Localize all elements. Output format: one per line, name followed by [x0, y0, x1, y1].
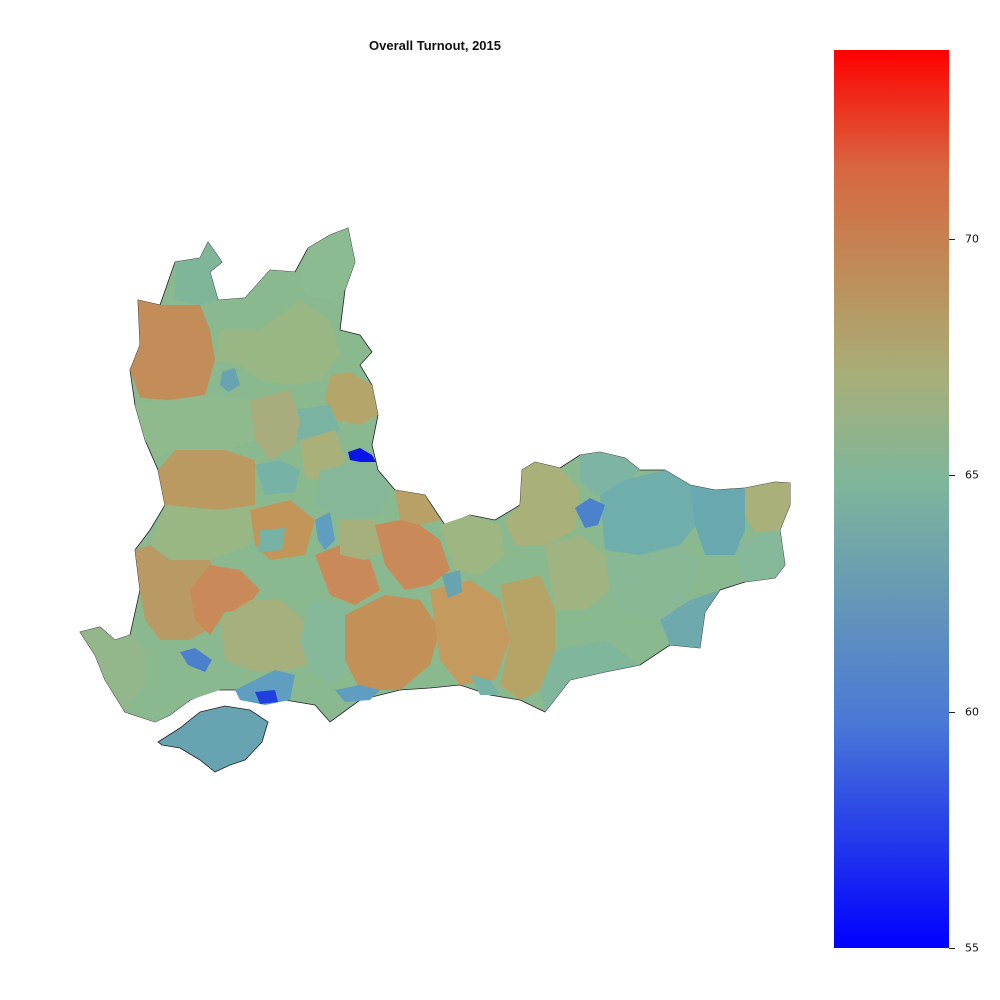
colorbar-tick: [949, 239, 955, 241]
colorbar-tick: [949, 711, 955, 713]
constituency-region: [150, 505, 255, 560]
constituency-region: [315, 460, 390, 520]
constituency-region: [500, 575, 555, 700]
constituency-region: [470, 675, 500, 695]
constituency-region: [190, 565, 260, 635]
constituency-region: [175, 242, 222, 305]
isle-of-wight: [157, 705, 269, 773]
map-title: Overall Turnout, 2015: [369, 38, 501, 53]
constituency-region: [605, 545, 700, 620]
constituency-region: [220, 368, 240, 392]
constituency-region: [215, 300, 340, 385]
colorbar-tick: [949, 475, 955, 477]
constituency-region: [690, 485, 745, 555]
constituency-region: [255, 690, 278, 704]
constituency-region: [210, 270, 300, 330]
constituency-region: [395, 490, 440, 525]
constituency-region: [158, 450, 255, 512]
constituency-region: [340, 520, 385, 560]
constituency-region: [375, 518, 450, 590]
constituency-region: [335, 685, 380, 702]
constituency-region: [315, 545, 380, 605]
colorbar-tick-label: 65: [965, 468, 979, 482]
constituency-patches: [80, 228, 790, 722]
constituency-region: [505, 462, 580, 545]
constituency-region: [575, 498, 605, 528]
constituency-region: [315, 512, 335, 550]
constituency-region: [430, 580, 510, 685]
constituency-region: [540, 640, 640, 712]
constituency-region: [345, 595, 440, 690]
constituency-region: [80, 627, 145, 712]
constituency-region: [255, 460, 300, 495]
colorbar-tick-label: 70: [965, 232, 979, 246]
constituency-region: [600, 470, 700, 555]
constituency-region: [442, 570, 462, 598]
constituency-region: [440, 515, 505, 575]
constituency-region: [745, 482, 790, 532]
colorbar: [834, 50, 949, 948]
constituency-region: [660, 590, 720, 648]
constituency-region: [300, 228, 355, 300]
constituency-region: [735, 530, 785, 582]
constituency-region: [348, 448, 376, 462]
colorbar-tick-label: 55: [965, 941, 979, 955]
constituency-region: [250, 390, 300, 460]
constituency-region: [258, 528, 285, 552]
colorbar-tick: [949, 948, 955, 949]
constituency-region: [130, 300, 215, 400]
constituency-region: [545, 535, 610, 610]
constituency-region: [135, 395, 255, 458]
constituency-region: [220, 600, 320, 672]
colorbar-tick-label: 60: [965, 705, 979, 719]
constituency-region: [325, 372, 378, 425]
constituency-region: [235, 670, 295, 705]
constituency-region: [180, 648, 212, 672]
